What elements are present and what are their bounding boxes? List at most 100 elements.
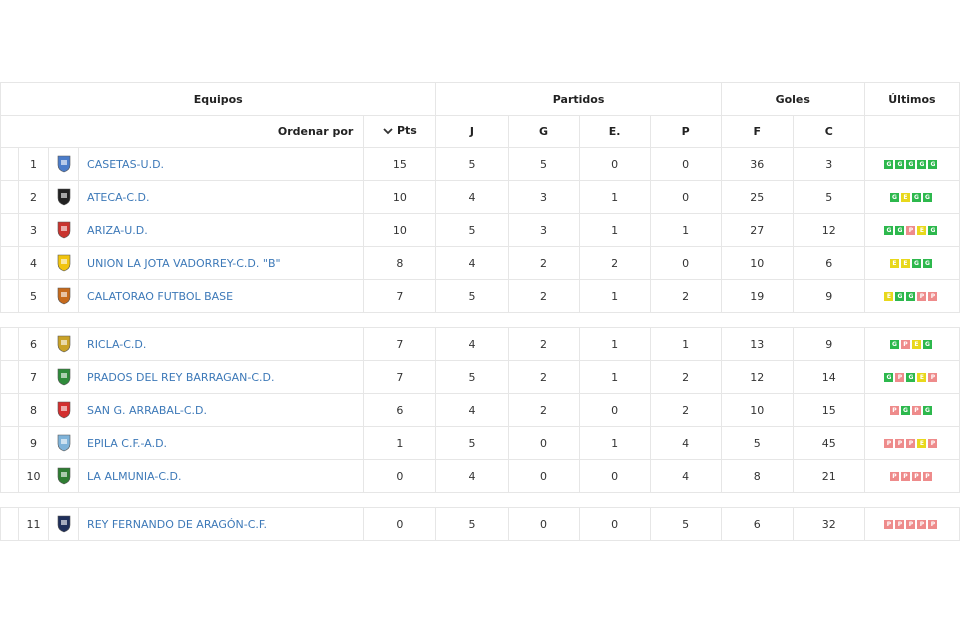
result-badge: P <box>895 439 905 448</box>
stat-g: 2 <box>507 246 580 280</box>
team-name-link[interactable]: SAN G. ARRABAL-C.D. <box>78 393 365 427</box>
team-name-link[interactable]: EPILA C.F.-A.D. <box>78 426 365 460</box>
result-badge: G <box>900 406 910 415</box>
stat-j: 5 <box>435 147 509 181</box>
row-spacer <box>0 393 20 427</box>
stat-g: 3 <box>507 213 580 247</box>
team-name-link[interactable]: RICLA-C.D. <box>78 327 365 361</box>
result-badge: G <box>884 160 894 169</box>
stat-f: 5 <box>720 426 794 460</box>
result-badge: G <box>906 373 916 382</box>
result-badge: P <box>889 472 899 481</box>
team-logo-cell <box>48 213 80 247</box>
stat-c: 45 <box>792 426 865 460</box>
stat-c: 9 <box>792 279 865 313</box>
col-p: P <box>649 115 722 148</box>
team-name-link[interactable]: CALATORAO FUTBOL BASE <box>78 279 365 313</box>
row-spacer <box>0 213 20 247</box>
result-badge: P <box>889 406 899 415</box>
stat-c: 32 <box>792 507 865 541</box>
stat-f: 25 <box>720 180 794 214</box>
separator-cell <box>0 312 960 328</box>
row-spacer <box>0 279 20 313</box>
team-crest-icon <box>57 155 70 173</box>
table-row: 2 ATECA-C.D. 10 4 3 1 0 25 5 G E G G <box>0 180 960 214</box>
stat-p: 0 <box>649 180 722 214</box>
stat-g: 3 <box>507 180 580 214</box>
stat-g: 2 <box>507 393 580 427</box>
team-crest-icon <box>57 188 70 206</box>
row-spacer <box>0 180 20 214</box>
stat-j: 5 <box>435 360 509 394</box>
row-spacer <box>0 360 20 394</box>
col-c: C <box>792 115 865 148</box>
team-logo-cell <box>48 507 80 541</box>
result-badge: G <box>922 406 932 415</box>
team-name-link[interactable]: ATECA-C.D. <box>78 180 365 214</box>
stat-pts: 7 <box>363 360 437 394</box>
result-badge: E <box>917 439 927 448</box>
row-spacer <box>0 507 20 541</box>
result-badge: P <box>895 520 905 529</box>
table-row: 1 CASETAS-U.D. 15 5 5 0 0 36 3 G G G G G <box>0 147 960 181</box>
stat-p: 1 <box>649 327 722 361</box>
col-g: G <box>507 115 580 148</box>
team-logo-cell <box>48 246 80 280</box>
result-badge: E <box>884 292 894 301</box>
result-badge: G <box>922 193 932 202</box>
stat-p: 4 <box>649 426 722 460</box>
standings-wrapper: Equipos Partidos Goles Últimos Ordenar p… <box>0 82 960 541</box>
result-badge: G <box>895 160 905 169</box>
stat-e: 0 <box>578 147 651 181</box>
team-logo-cell <box>48 147 80 181</box>
result-badge: E <box>917 226 927 235</box>
result-badge: P <box>900 340 910 349</box>
team-name-link[interactable]: PRADOS DEL REY BARRAGAN-C.D. <box>78 360 365 394</box>
stat-g: 5 <box>507 147 580 181</box>
team-name-link[interactable]: ARIZA-U.D. <box>78 213 365 247</box>
result-badge: P <box>922 472 932 481</box>
stat-c: 21 <box>792 459 865 493</box>
stat-g: 2 <box>507 360 580 394</box>
stat-p: 0 <box>649 246 722 280</box>
stat-pts: 7 <box>363 279 437 313</box>
result-badge: G <box>911 193 921 202</box>
stat-p: 4 <box>649 459 722 493</box>
stat-j: 5 <box>435 279 509 313</box>
stat-e: 1 <box>578 360 651 394</box>
result-badge: G <box>884 226 894 235</box>
stat-f: 13 <box>720 327 794 361</box>
stat-e: 1 <box>578 327 651 361</box>
team-crest-icon <box>57 515 70 533</box>
result-badge: P <box>928 292 938 301</box>
position-cell: 1 <box>18 147 50 181</box>
stat-pts: 0 <box>363 507 437 541</box>
team-crest-icon <box>57 401 70 419</box>
team-name-link[interactable]: REY FERNANDO DE ARAGÓN-C.F. <box>78 507 365 541</box>
stat-p: 2 <box>649 360 722 394</box>
stat-j: 5 <box>435 426 509 460</box>
stat-c: 5 <box>792 180 865 214</box>
result-badge: P <box>911 472 921 481</box>
result-badge: P <box>917 292 927 301</box>
stat-pts: 6 <box>363 393 437 427</box>
stat-e: 0 <box>578 393 651 427</box>
table-row: 4 UNION LA JOTA VADORREY-C.D. "B" 8 4 2 2 0 10 6… <box>0 246 960 280</box>
team-name-link[interactable]: UNION LA JOTA VADORREY-C.D. "B" <box>78 246 365 280</box>
team-name-link[interactable]: CASETAS-U.D. <box>78 147 365 181</box>
stat-pts: 1 <box>363 426 437 460</box>
header-columns-row: Ordenar por Pts J G E. P F C <box>0 115 960 148</box>
goals-header: Goles <box>720 82 865 116</box>
result-badge: P <box>917 520 927 529</box>
stat-g: 2 <box>507 279 580 313</box>
sort-pts-button[interactable]: Pts <box>363 115 437 148</box>
stat-pts: 10 <box>363 180 437 214</box>
stat-j: 5 <box>435 507 509 541</box>
position-cell: 11 <box>18 507 50 541</box>
table-row: 3 ARIZA-U.D. 10 5 3 1 1 27 12 G G P E G <box>0 213 960 247</box>
result-badge: P <box>900 472 910 481</box>
result-badge: P <box>906 226 916 235</box>
team-name-link[interactable]: LA ALMUNIA-C.D. <box>78 459 365 493</box>
